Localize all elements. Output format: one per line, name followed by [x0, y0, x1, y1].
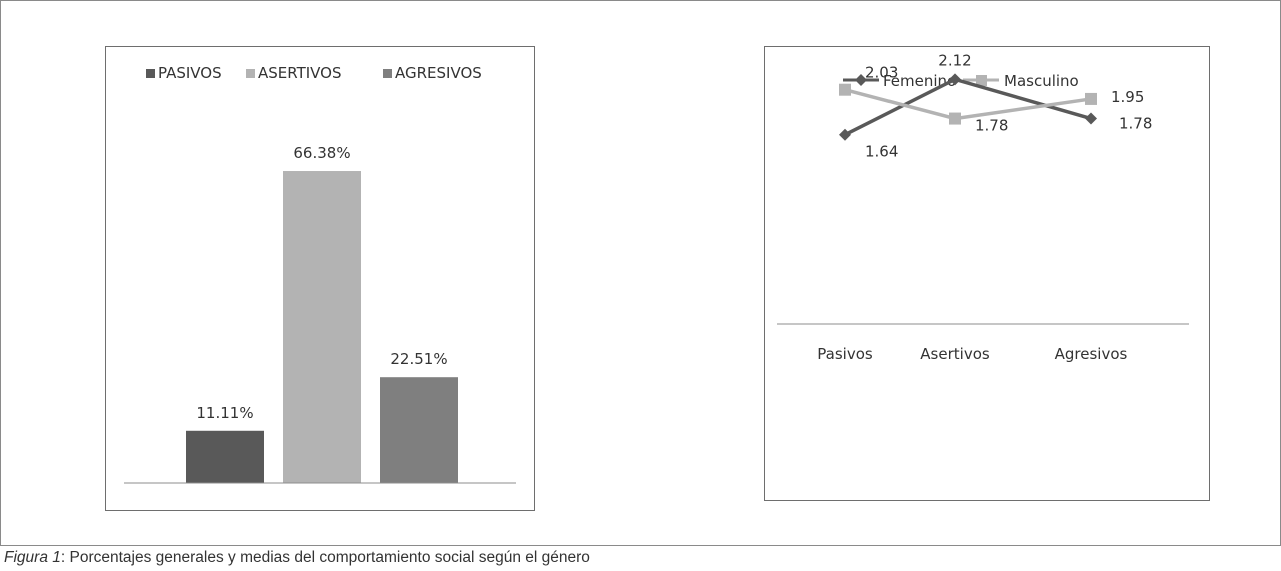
bar-pasivos — [186, 430, 264, 483]
data-label-masculino-asertivos: 1.78 — [975, 117, 1008, 135]
series-masculino — [839, 83, 1097, 125]
line-legend: Femenino Masculino — [843, 72, 1079, 90]
legend-label-agresivos: AGRESIVOS — [395, 64, 482, 82]
point-masculino-pasivos — [839, 83, 851, 96]
bar-chart-canvas: PASIVOS ASERTIVOS AGRESIVOS 11.11% 66.38% 22.… — [124, 64, 516, 484]
bar-legend: PASIVOS ASERTIVOS AGRESIVOS — [146, 64, 482, 82]
data-label-pasivos: 11.11% — [196, 404, 253, 422]
caption-text: : Porcentajes generales y medias del com… — [60, 549, 590, 566]
legend-marker-masculino — [976, 75, 987, 86]
point-femenino-asertivos — [949, 73, 961, 86]
legend-swatch-asertivos — [246, 69, 255, 78]
point-femenino-pasivos — [839, 128, 851, 141]
x-tick-label-asertivos: Asertivos — [920, 345, 990, 363]
caption-label: Figura 1 — [4, 549, 61, 566]
legend-marker-femenino — [855, 74, 867, 86]
legend-label-pasivos: PASIVOS — [158, 64, 222, 82]
legend-swatch-pasivos — [146, 69, 155, 78]
data-label-femenino-agresivos: 1.78 — [1119, 115, 1152, 133]
line-chart-canvas: Femenino Masculino 1.64 2.12 1.78 2.03 1.78 1.9… — [777, 51, 1189, 363]
point-masculino-agresivos — [1085, 92, 1097, 105]
point-femenino-agresivos — [1085, 112, 1097, 125]
legend-label-femenino: Femenino — [883, 72, 956, 90]
data-label-masculino-pasivos: 2.03 — [865, 64, 898, 82]
bar-asertivos — [283, 171, 361, 483]
caption-divider — [0, 545, 1281, 546]
data-label-femenino-pasivos: 1.64 — [865, 143, 898, 161]
legend-label-masculino: Masculino — [1004, 72, 1079, 90]
point-masculino-asertivos — [949, 112, 961, 125]
legend-swatch-agresivos — [383, 69, 392, 78]
data-label-agresivos: 22.51% — [390, 350, 447, 368]
legend-label-asertivos: ASERTIVOS — [258, 64, 342, 82]
x-tick-label-agresivos: Agresivos — [1055, 345, 1128, 363]
figure-caption: Figura 1: Porcentajes generales y medias… — [4, 549, 590, 567]
data-label-asertivos: 66.38% — [293, 144, 350, 162]
bar-chart: PASIVOS ASERTIVOS AGRESIVOS 11.11% 66.38% 22.… — [105, 46, 535, 511]
bar-agresivos — [380, 377, 458, 483]
data-label-femenino-asertivos: 2.12 — [938, 51, 971, 69]
x-tick-label-pasivos: Pasivos — [817, 345, 873, 363]
line-chart: Femenino Masculino 1.64 2.12 1.78 2.03 1.78 1.9… — [764, 46, 1210, 501]
data-label-masculino-agresivos: 1.95 — [1111, 88, 1144, 106]
